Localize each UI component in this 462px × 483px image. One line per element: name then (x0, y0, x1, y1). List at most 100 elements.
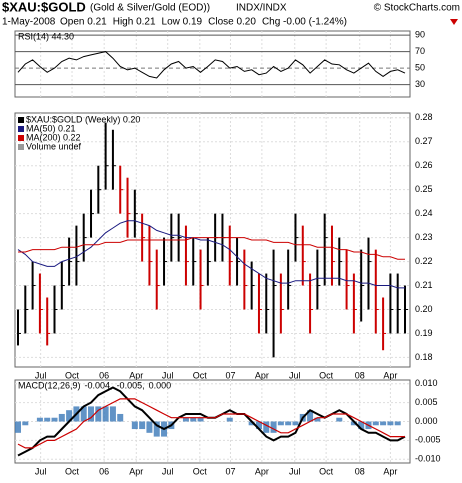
histogram-bar (197, 417, 204, 422)
histogram-bar (255, 421, 262, 430)
legend-swatch (18, 117, 24, 123)
legend-label: Volume undef (26, 141, 82, 151)
panel-title: RSI(14) 44.30 (18, 31, 74, 41)
x-tick-label: Apr (255, 370, 269, 380)
x-tick-label: Oct (65, 466, 80, 476)
y-tick-label: 0.26 (415, 160, 433, 170)
y-tick-label: 0.28 (415, 112, 433, 122)
histogram-bar (36, 417, 43, 422)
histogram-bar (336, 417, 343, 422)
x-tick-label: Apr (129, 370, 143, 380)
histogram-bar (285, 421, 292, 426)
x-tick-label: 06 (99, 466, 109, 476)
histogram-bar (80, 406, 87, 422)
quote-item: Chg -0.00 (-1.24%) (262, 17, 347, 28)
y-tick-label: 0.22 (415, 256, 433, 266)
quote-item: High 0.21 (113, 17, 156, 28)
histogram-bar (248, 421, 255, 426)
y-tick-label: 0.27 (415, 136, 433, 146)
legend-label: MA(50) 0.21 (26, 123, 76, 133)
y-tick-label: 50 (415, 63, 425, 73)
legend-label: $XAU:$GOLD (Weekly) 0.20 (26, 114, 140, 124)
histogram-bar (109, 406, 116, 422)
x-tick-label: Oct (193, 370, 208, 380)
y-tick-label: 0.23 (415, 232, 433, 242)
y-tick-label: 0.25 (415, 184, 433, 194)
y-tick-label: 0.005 (415, 397, 438, 407)
legend-label: -0.005, (117, 380, 145, 390)
exchange: INDX/INDX (236, 3, 287, 14)
y-tick-label: 0.24 (415, 208, 433, 218)
y-tick-label: 0.000 (415, 416, 438, 426)
y-tick-label: -0.010 (415, 454, 441, 464)
histogram-bar (263, 421, 270, 433)
x-tick-label: Apr (129, 466, 143, 476)
line (17, 51, 406, 79)
credit: © StockCharts.com (374, 3, 460, 14)
x-tick-label: Jul (289, 370, 301, 380)
histogram-bar (66, 410, 73, 422)
histogram-bar (102, 406, 109, 422)
symbol-name: (Gold & Silver/Gold (EOD)) (90, 3, 210, 14)
x-tick-label: 08 (355, 466, 365, 476)
x-tick-label: Oct (65, 370, 80, 380)
histogram-bar (15, 421, 21, 433)
y-tick-label: 0.19 (415, 328, 433, 338)
histogram-bar (350, 421, 357, 426)
y-tick-label: 30 (415, 79, 425, 89)
x-tick-label: Jul (289, 466, 301, 476)
quote-date: 1-May-2008 (2, 17, 56, 28)
x-tick-label: 08 (355, 370, 365, 380)
line (17, 220, 405, 289)
x-tick-label: Oct (319, 466, 334, 476)
histogram-bar (190, 417, 197, 422)
histogram-bar (226, 417, 233, 422)
x-tick-label: Jul (162, 466, 174, 476)
histogram-bar (314, 417, 321, 422)
y-tick-label: 0.010 (415, 378, 438, 388)
quote-item: Low 0.19 (162, 17, 203, 28)
down-arrow (450, 19, 458, 25)
legend-label: -0.004, (85, 380, 113, 390)
histogram-bar (58, 413, 65, 422)
x-tick-label: 06 (99, 370, 109, 380)
histogram-bar (95, 406, 102, 422)
y-tick-label: 0.20 (415, 304, 433, 314)
x-tick-label: Oct (319, 370, 334, 380)
y-tick-label: -0.005 (415, 435, 441, 445)
histogram-bar (117, 413, 124, 422)
histogram-bar (270, 421, 277, 433)
y-tick-label: 0.18 (415, 352, 433, 362)
histogram-bar (88, 406, 95, 422)
histogram-bar (131, 421, 138, 430)
line (17, 398, 405, 449)
histogram-bar (307, 410, 314, 422)
histogram-bar (153, 421, 160, 437)
x-tick-label: 07 (225, 466, 235, 476)
legend-swatch (18, 135, 24, 141)
y-tick-label: 0.21 (415, 280, 433, 290)
x-tick-label: Jul (35, 370, 47, 380)
x-tick-label: Apr (383, 466, 397, 476)
x-tick-label: 07 (225, 370, 235, 380)
histogram-bar (277, 421, 284, 426)
histogram-bar (146, 421, 153, 433)
line (18, 237, 405, 260)
histogram-bar (139, 421, 146, 430)
symbol: $XAU:$GOLD (2, 0, 86, 14)
quote-item: Close 0.20 (208, 17, 256, 28)
y-tick-label: 90 (415, 30, 425, 40)
histogram-bar (394, 421, 401, 426)
histogram-bar (358, 421, 365, 430)
y-tick-label: 70 (415, 46, 425, 56)
legend-swatch (18, 126, 24, 132)
x-tick-label: Apr (383, 370, 397, 380)
histogram-bar (372, 421, 379, 426)
histogram-bar (51, 417, 58, 422)
x-tick-label: Apr (255, 466, 269, 476)
histogram-bar (380, 421, 387, 426)
histogram-bar (182, 417, 189, 422)
price-panel (14, 112, 411, 368)
histogram-bar (292, 421, 299, 426)
